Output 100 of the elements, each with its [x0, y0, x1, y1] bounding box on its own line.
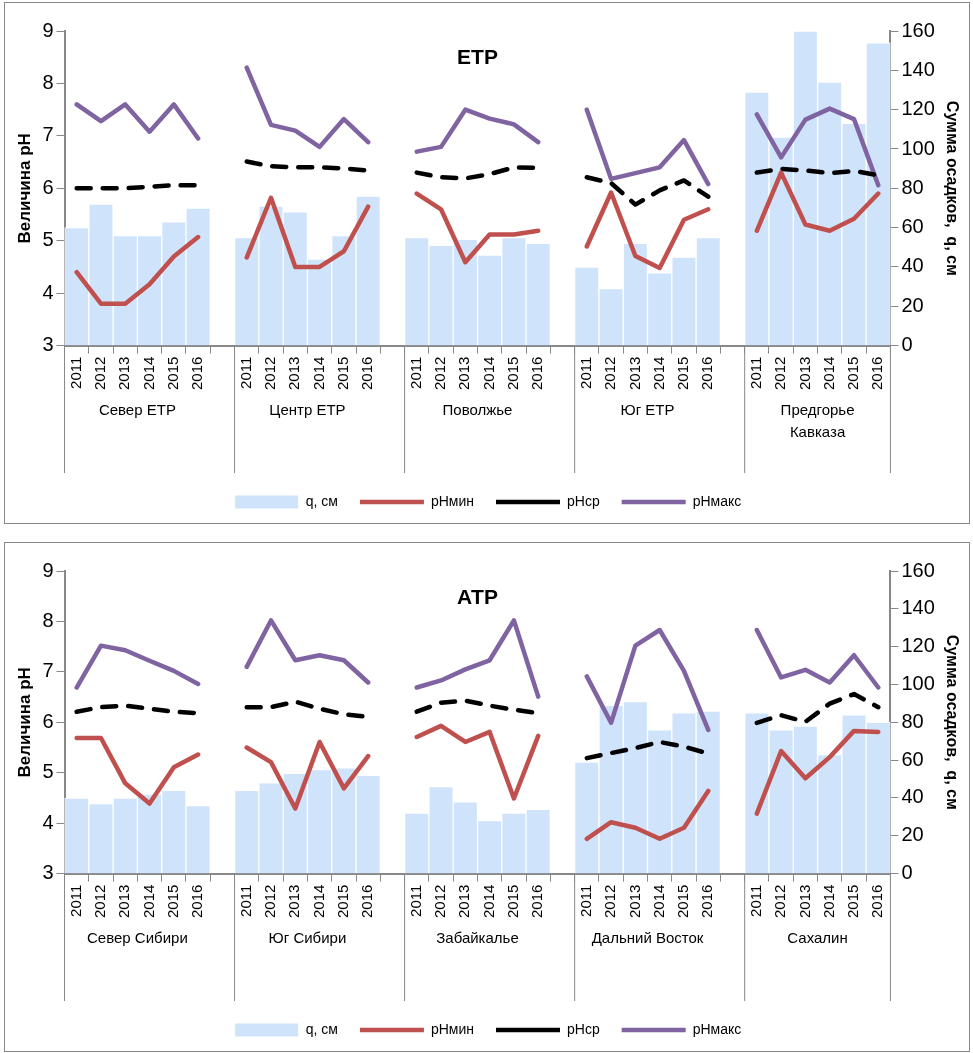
x-tick-label: 2016	[188, 884, 206, 919]
y2-tick-label: 80	[901, 709, 924, 732]
x-tick-label: 2015	[844, 884, 862, 919]
x-tick-label: 2013	[795, 884, 813, 919]
y2-tick-label: 140	[901, 596, 935, 619]
legend-label: pHср	[567, 1020, 600, 1037]
text: Центр ЕТР	[269, 401, 346, 419]
x-tick-label: 2014	[309, 356, 327, 391]
y2-tick-label: 40	[901, 254, 924, 277]
y-axis-title: Величина pH	[14, 667, 34, 778]
text: Север ЕТР	[98, 401, 176, 419]
x-tick-label: 2011	[66, 884, 84, 917]
x-tick-label: 2016	[698, 356, 716, 391]
x-tick-label: 2013	[795, 356, 813, 391]
y-tick-label: 4	[42, 810, 54, 833]
x-tick-label: 2014	[649, 884, 667, 919]
x-tick-label: 2011	[576, 884, 594, 917]
x-tick-label: 2012	[431, 356, 449, 391]
x-tick-label: 2014	[309, 884, 327, 919]
x-tick-label: 2014	[479, 884, 497, 919]
x-tick-label: 2014	[819, 884, 837, 919]
x-tick-label: 2012	[91, 356, 109, 391]
x-tick-label: 2011	[746, 884, 764, 917]
text: ЕТР	[457, 44, 498, 68]
x-tick-label: 2015	[674, 884, 692, 919]
y-tick-label: 3	[42, 861, 54, 884]
x-tick-label: 2016	[358, 884, 376, 919]
text: Забайкалье	[436, 929, 519, 947]
x-tick-label: 2013	[625, 884, 643, 919]
y2-axis-title: Сумма осадков, q, см	[943, 100, 961, 276]
x-tick-label: 2015	[334, 356, 352, 391]
x-tick-label: 2012	[771, 884, 789, 919]
x-tick-label: 2012	[601, 884, 619, 919]
y2-tick-label: 20	[901, 293, 924, 316]
y2-tick-label: 0	[901, 333, 913, 356]
x-tick-label: 2015	[334, 884, 352, 919]
x-tick-label: 2016	[358, 356, 376, 391]
text: Юг ЕТР	[620, 401, 675, 419]
text: Предгорье Кавказа	[780, 401, 855, 441]
y-tick-label: 5	[42, 228, 54, 251]
x-tick-label: 2016	[868, 884, 886, 919]
x-tick-label: 2012	[261, 356, 279, 391]
y-tick-label: 6	[42, 709, 54, 732]
y-tick-label: 7	[42, 659, 54, 682]
x-tick-label: 2016	[188, 356, 206, 391]
text: АТР	[456, 584, 498, 608]
x-tick-label: 2011	[236, 884, 254, 917]
y2-tick-label: 60	[901, 747, 924, 770]
x-tick-label: 2011	[746, 356, 764, 389]
x-tick-label: 2016	[528, 884, 546, 919]
x-tick-label: 2016	[868, 356, 886, 391]
x-tick-label: 2011	[576, 356, 594, 389]
y-tick-label: 8	[42, 70, 54, 93]
y-tick-label: 9	[42, 18, 54, 41]
text: Поволжье	[442, 401, 513, 419]
text: Дальний Восток	[591, 929, 704, 947]
x-tick-label: 2016	[528, 356, 546, 391]
x-tick-label: 2014	[139, 356, 157, 391]
y-tick-label: 3	[42, 333, 54, 356]
y-tick-label: 5	[42, 760, 54, 783]
x-tick-label: 2013	[115, 356, 133, 391]
x-tick-label: 2015	[674, 356, 692, 391]
y2-tick-label: 0	[901, 861, 913, 884]
y2-tick-label: 20	[901, 823, 924, 846]
y-tick-label: 9	[42, 558, 54, 581]
text: Сахалин	[787, 929, 848, 947]
legend-label: pHмин	[430, 492, 474, 509]
y2-tick-label: 100	[901, 136, 935, 159]
x-tick-label: 2011	[66, 356, 84, 389]
x-tick-label: 2014	[139, 884, 157, 919]
y-tick-label: 8	[42, 608, 54, 631]
y2-tick-label: 40	[901, 785, 924, 808]
x-tick-label: 2015	[163, 884, 181, 919]
x-tick-label: 2011	[406, 356, 424, 389]
x-tick-label: 2013	[625, 356, 643, 391]
legend-label: pHмин	[430, 1020, 474, 1037]
x-tick-label: 2013	[455, 356, 473, 391]
legend-label: pHср	[567, 492, 600, 509]
text: Юг Сибири	[268, 929, 347, 947]
y-tick-label: 7	[42, 123, 54, 146]
x-tick-label: 2014	[649, 356, 667, 391]
x-tick-label: 2014	[479, 356, 497, 391]
legend-label: q, см	[305, 492, 338, 509]
y2-tick-label: 120	[901, 634, 935, 657]
x-tick-label: 2015	[504, 884, 522, 919]
x-tick-label: 2012	[431, 884, 449, 919]
x-tick-label: 2015	[163, 356, 181, 391]
x-tick-label: 2012	[771, 356, 789, 391]
x-tick-label: 2015	[504, 356, 522, 391]
x-tick-label: 2011	[406, 884, 424, 917]
y-axis-title: Величина pH	[14, 133, 34, 244]
x-tick-label: 2012	[91, 884, 109, 919]
legend-label: pHмакс	[692, 492, 742, 509]
y-tick-label: 6	[42, 175, 54, 198]
legend-label: pHмакс	[692, 1020, 742, 1037]
x-tick-label: 2011	[236, 356, 254, 389]
y2-tick-label: 160	[901, 558, 935, 581]
x-tick-label: 2016	[698, 884, 716, 919]
x-tick-label: 2012	[601, 356, 619, 391]
x-tick-label: 2013	[115, 884, 133, 919]
